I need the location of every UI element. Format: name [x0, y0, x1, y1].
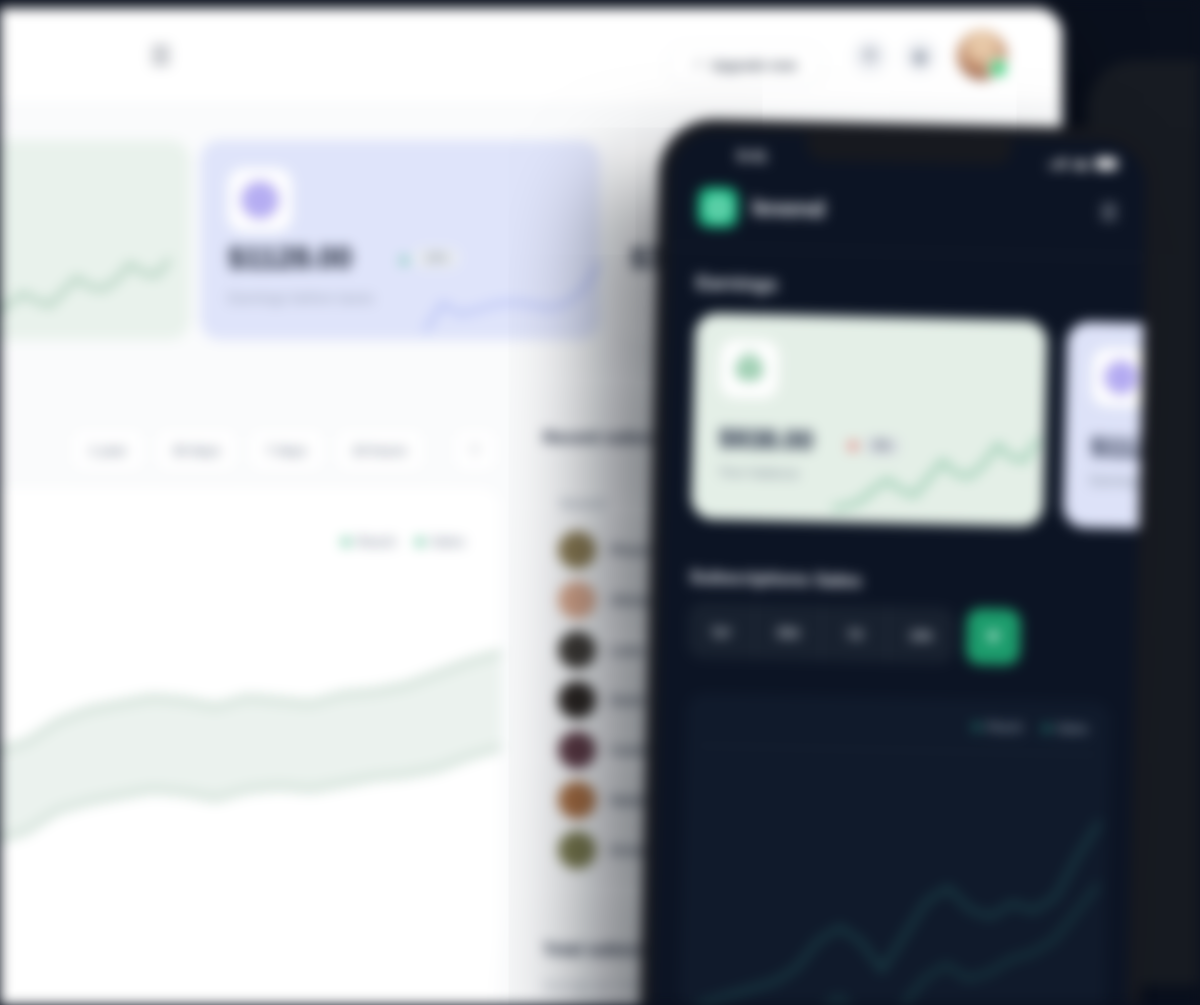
subscriber-avatar — [558, 831, 596, 869]
avatar[interactable] — [957, 30, 1009, 80]
filter-funnel-button[interactable]: ▼ — [965, 608, 1021, 666]
phone-earnings-subtitle: Earnings before taxes — [1089, 471, 1148, 491]
range-tab[interactable]: 1yr — [711, 622, 732, 639]
coin-icon — [1103, 360, 1139, 395]
coin-icon — [241, 181, 279, 219]
earnings-icon-tile — [1091, 347, 1148, 408]
reach-sales-chart — [0, 601, 503, 901]
bell-icon — [914, 50, 926, 66]
balance-subtitle: Your balance — [717, 463, 800, 482]
phone-chart-legend: Reach Sales — [972, 719, 1089, 736]
chart-legend: Reach Sales — [341, 534, 465, 549]
filter-funnel-button[interactable]: ▽ — [452, 428, 498, 472]
legend-item: Reach — [972, 719, 1024, 735]
legend-item: Sales — [416, 534, 465, 549]
legend-label: Sales — [1056, 721, 1089, 736]
notifications-button[interactable] — [903, 39, 937, 73]
legend-item: Sales — [1042, 721, 1089, 736]
balance-sparkline — [0, 211, 170, 326]
legend-label: Reach — [356, 534, 397, 549]
legend-dot — [972, 722, 980, 730]
phone-reach-sales-chart — [684, 763, 1103, 1005]
sidebar-toggle-icon[interactable]: ☰ — [150, 42, 172, 70]
total-subscribers-caption: Average per month — [543, 978, 654, 993]
earnings-amount: $1128.00 — [228, 240, 352, 275]
legend-dot — [341, 537, 350, 546]
earnings-subtitle: Earnings before taxes — [228, 290, 374, 307]
upgrade-icon: ⚡ — [693, 57, 703, 73]
legend-label: Sales — [431, 534, 465, 549]
phone-screen: 9:41 lexend ☰ Earnings $938.00 — [648, 130, 1148, 1005]
subscriptions-sales-title: Subscriptions Sales — [689, 566, 862, 591]
time-filter-chip[interactable]: 30 days — [153, 428, 240, 472]
subscriber-avatar — [558, 631, 596, 669]
status-icons — [1048, 157, 1118, 170]
range-tab[interactable]: 24h — [886, 606, 955, 664]
legend-dot — [1042, 724, 1050, 732]
hamburger-menu-icon[interactable]: ☰ — [1099, 200, 1119, 225]
balance-amount: $938.00 — [718, 423, 814, 456]
range-tab[interactable]: 7d — [820, 604, 889, 663]
upgrade-button[interactable]: ⚡ Upgrade now — [665, 44, 825, 86]
battery-icon — [1094, 157, 1118, 170]
phone-notch — [806, 133, 1013, 165]
balance-icon-tile — [719, 339, 779, 399]
logo-mark-icon — [707, 196, 729, 219]
subscriber-avatar — [558, 731, 596, 769]
balance-card[interactable] — [0, 140, 190, 340]
range-tabs: 1yr 30d 7d 24h — [687, 601, 955, 664]
appbar-divider — [669, 246, 1145, 259]
earnings-change-badge: ▲ 15% — [400, 248, 459, 268]
reach-sales-chart-card: Reach Sales — [0, 485, 503, 1005]
earnings-sparkline — [425, 232, 600, 340]
wifi-icon — [1072, 157, 1090, 169]
trend-up-icon: ▲ — [400, 251, 409, 265]
time-filter-chip[interactable]: 24 hours — [333, 428, 426, 472]
phone-mockup: 9:41 lexend ☰ Earnings $938.00 — [636, 118, 1160, 1005]
phone-chart-card: Reach Sales — [676, 692, 1111, 1005]
subscriber-avatar — [558, 681, 596, 719]
time-filter-chip[interactable]: 7 days — [247, 428, 326, 472]
phone-balance-sparkline — [832, 391, 1040, 521]
phone-earnings-card[interactable]: $1128.00 Earnings before taxes — [1062, 321, 1148, 536]
status-time: 9:41 — [736, 147, 768, 166]
upgrade-label: Upgrade now — [710, 57, 797, 73]
phone-earnings-amount: $1128.00 — [1090, 431, 1148, 465]
legend-item: Reach — [341, 534, 397, 549]
subscriber-avatar — [558, 781, 596, 819]
wallet-bag-icon — [736, 358, 763, 380]
earnings-icon-tile — [228, 168, 292, 232]
phone-balance-card[interactable]: $938.00 3% Your balance — [690, 312, 1048, 527]
settings-button[interactable]: ⚙ — [853, 39, 887, 73]
brand-logo — [697, 186, 739, 228]
subscribers-group-label: Newest — [560, 496, 606, 511]
legend-dot — [416, 537, 425, 546]
topbar: ☰ ⚡ Upgrade now ⚙ — [0, 8, 1062, 105]
earnings-section-title: Earnings — [696, 272, 778, 296]
earnings-change-value: 15% — [414, 248, 459, 268]
subscriber-avatar — [558, 581, 596, 619]
signal-icon — [1048, 157, 1068, 168]
legend-label: Reach — [986, 719, 1024, 735]
subscriber-avatar — [558, 531, 596, 569]
online-status-dot — [988, 58, 1009, 79]
brand-wordmark: lexend — [751, 194, 826, 222]
range-tab[interactable]: 30d — [753, 603, 822, 661]
time-filter-group: 1 year 30 days 7 days 24 hours — [70, 428, 426, 472]
chart-divider — [695, 744, 1100, 756]
time-filter-chip[interactable]: 1 year — [70, 428, 146, 472]
earnings-card[interactable]: $1128.00 ▲ 15% Earnings before taxes — [200, 140, 600, 340]
